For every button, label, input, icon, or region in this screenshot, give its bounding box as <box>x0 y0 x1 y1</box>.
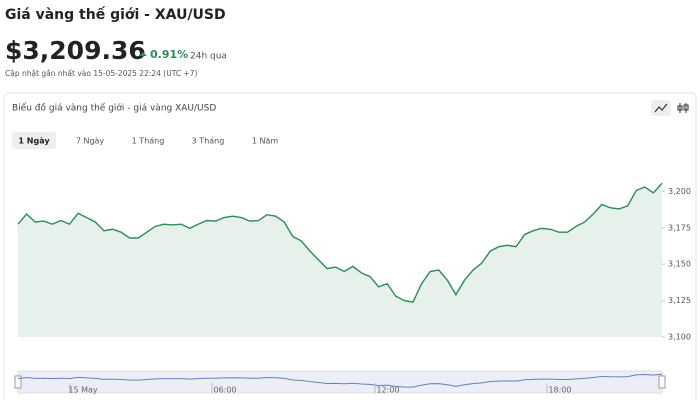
tab[interactable]: 3 Tháng <box>192 137 225 146</box>
up-arrow <box>139 52 147 56</box>
y-tick-label: 3,125 <box>668 296 691 305</box>
plot-bg <box>18 155 662 337</box>
page-title: Giá vàng thế giới - XAU/USD <box>5 6 226 23</box>
period: 24h qua <box>190 52 227 62</box>
navigator-handle[interactable] <box>658 375 666 389</box>
navigator-label: 18:00 <box>548 386 571 395</box>
candle-icon[interactable] <box>677 103 689 113</box>
line-icon[interactable] <box>651 100 671 116</box>
navigator-line <box>17 373 663 388</box>
tab[interactable]: 1 Ngày <box>18 137 50 146</box>
updated: Cập nhật gần nhất vào 15-05-2025 22:24 (… <box>5 69 198 78</box>
card-title: Biểu đồ giá vàng thế giới - giá vàng XAU… <box>12 103 216 114</box>
navigator-label: 12:00 <box>376 386 399 395</box>
y-tick-label: 3,175 <box>668 223 691 232</box>
tab[interactable]: 1 Tháng <box>132 137 165 146</box>
tab[interactable]: 1 Năm <box>252 137 279 146</box>
navigator-label: 06:00 <box>213 386 236 395</box>
navigator-handle[interactable] <box>14 375 22 389</box>
navigator-range <box>18 371 662 393</box>
line <box>17 182 663 303</box>
area <box>18 183 662 337</box>
line-icon-glyph <box>654 103 668 113</box>
y-tick-label: 3,150 <box>668 260 691 269</box>
change: 0.91% <box>150 48 188 61</box>
navigator-label: 15 May <box>68 386 98 395</box>
y-tick-label: 3,200 <box>668 187 691 196</box>
active-tab <box>12 132 56 149</box>
tab[interactable]: 7 Ngày <box>76 137 105 146</box>
price: $3,209.36 <box>5 36 146 65</box>
y-tick-label: 3,100 <box>668 333 691 342</box>
